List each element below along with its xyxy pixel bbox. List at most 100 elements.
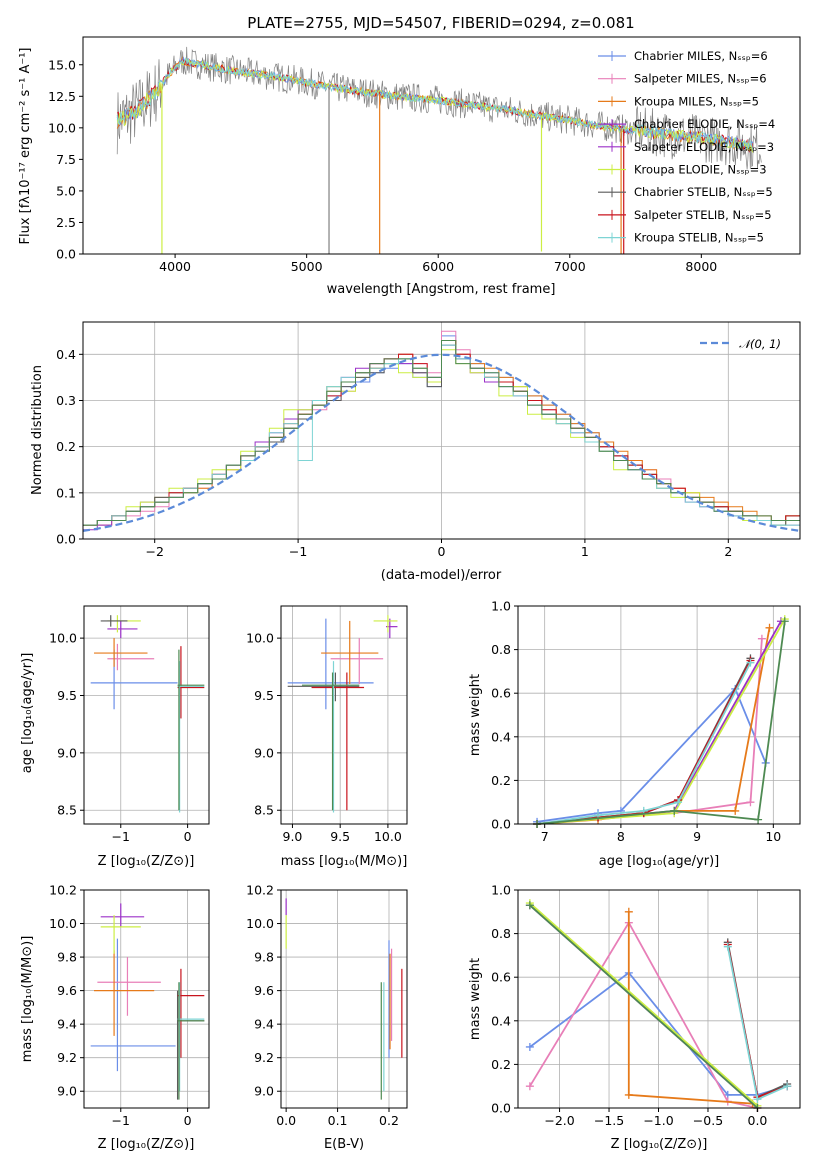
weight-point — [754, 815, 763, 824]
weight-point — [780, 617, 789, 626]
weight-point — [753, 1095, 762, 1104]
weight-line-green — [537, 621, 786, 825]
mass-vs-ebv-xlabel: E(B-V) — [324, 1137, 364, 1152]
weight-point — [765, 623, 774, 632]
weight-point — [670, 806, 679, 815]
weight-point — [746, 658, 755, 667]
y-tick-label: 9.0 — [57, 745, 77, 760]
x-tick-label: −1.0 — [643, 1113, 673, 1128]
weight-point — [525, 1082, 534, 1091]
x-tick-label: 0 — [184, 1113, 192, 1128]
y-tick-label: 0.6 — [491, 970, 511, 985]
weight-point — [525, 1042, 534, 1051]
y-tick-label: 8.5 — [57, 803, 77, 818]
y-tick-label: 9.0 — [254, 745, 274, 760]
x-tick-label: 0.0 — [276, 1113, 296, 1128]
weight-line-kroupa_miles — [537, 627, 771, 825]
x-tick-label: 0.2 — [379, 1113, 399, 1128]
legend-label: Salpeter ELODIE, Nₛₛₚ=3 — [634, 140, 774, 154]
weight-point — [783, 1082, 792, 1091]
y-tick-label: 10.2 — [246, 883, 274, 898]
x-tick-label: −2.0 — [544, 1113, 574, 1128]
mass-vs-z-frame — [83, 889, 210, 1109]
spectrum-model-kroupa_stelib — [116, 56, 754, 151]
legend-label: Salpeter STELIB, Nₛₛₚ=5 — [634, 208, 772, 222]
legend-label: Kroupa STELIB, Nₛₛₚ=5 — [634, 231, 764, 245]
legend-label: Chabrier ELODIE, Nₛₛₚ=4 — [634, 117, 775, 131]
x-tick-label: 0.0 — [748, 1113, 768, 1128]
residuals-xlabel: (data-model)/error — [381, 568, 502, 583]
y-tick-label: 0.4 — [491, 1013, 511, 1028]
y-tick-label: 0.8 — [491, 926, 511, 941]
x-tick-label: −1 — [289, 544, 307, 559]
y-tick-label: 0.2 — [491, 773, 511, 788]
x-tick-label: 10.0 — [374, 829, 402, 844]
weight-point — [757, 634, 766, 643]
y-tick-label: 10.0 — [48, 120, 76, 135]
y-tick-label: 9.2 — [254, 1050, 274, 1065]
weight-point — [731, 806, 740, 815]
spectrum-ylabel: Flux [fλ10⁻¹⁷ erg cm⁻² s⁻¹ A⁻¹] — [18, 48, 33, 245]
age-vs-z-panel: −1 0 8.5 9.0 9.5 10.0 Z [log₁₀(Z/Z⊙)] age [lo… — [20, 605, 210, 869]
legend-label: Kroupa MILES, Nₛₛₚ=5 — [634, 94, 759, 108]
spectrum-title: PLATE=2755, MJD=54507, FIBERID=0294, z=0… — [247, 14, 634, 32]
weight-vs-z-panel: −2.0 −1.5 −1.0 −0.5 0.0 0.0 0.2 0.4 0.6 0.8 1.0 Z … — [468, 883, 801, 1152]
residuals-ylabel: Normed distribution — [30, 365, 45, 495]
weight-point — [723, 942, 732, 951]
y-tick-label: 0.4 — [491, 729, 511, 744]
x-tick-label: −1.5 — [594, 1113, 624, 1128]
x-tick-label: 7000 — [554, 259, 586, 274]
y-tick-label: 0.4 — [56, 347, 76, 362]
y-tick-label: 9.2 — [57, 1050, 77, 1065]
legend-label: Kroupa ELODIE, Nₛₛₚ=3 — [634, 163, 767, 177]
weight-vs-z-xlabel: Z [log₁₀(Z/Z⊙)] — [611, 1137, 708, 1152]
y-tick-label: 10.0 — [246, 631, 274, 646]
y-tick-label: 0.2 — [491, 1057, 511, 1072]
y-tick-label: 0.3 — [56, 393, 76, 408]
x-tick-label: −0.5 — [693, 1113, 723, 1128]
mass-vs-ebv-panel: 0.0 0.1 0.2 9.0 9.2 9.4 9.6 9.8 10.0 10.2 E(B-V) — [246, 883, 408, 1152]
x-tick-label: 9 — [693, 829, 701, 844]
x-tick-label: 0 — [184, 829, 192, 844]
x-tick-label: 6000 — [422, 259, 454, 274]
weight-vs-z-ylabel: mass weight — [468, 958, 483, 1040]
x-tick-label: 5000 — [291, 259, 323, 274]
weight-line-green — [529, 904, 759, 1109]
y-tick-label: 9.5 — [254, 688, 274, 703]
weight-vs-age-xlabel: age [log₁₀(age/yr)] — [599, 854, 720, 869]
y-tick-label: 9.0 — [254, 1084, 274, 1099]
weight-line-salpeter_stelib — [537, 660, 752, 825]
y-tick-label: 15.0 — [48, 57, 76, 72]
y-tick-label: 0.1 — [56, 485, 76, 500]
spectrum-legend: Chabrier MILES, Nₛₛₚ=6 Salpeter MILES, Nₛ… — [598, 49, 775, 245]
weight-vs-age-ylabel: mass weight — [468, 674, 483, 756]
histogram-green — [83, 340, 800, 526]
mass-vs-z-ylabel: mass [log₁₀(M/M⊙)] — [20, 936, 35, 1063]
spectrum-panel: 4000 5000 6000 7000 8000 0.0 2.5 5.0 7.5 10.0 12.5… — [18, 14, 801, 297]
y-tick-label: 1.0 — [491, 599, 511, 614]
weight-line-chabrier_elodie — [537, 620, 782, 825]
legend-label: Chabrier MILES, Nₛₛₚ=6 — [634, 49, 768, 63]
x-tick-label: 9.5 — [330, 829, 350, 844]
legend-label: 𝒩(0, 1) — [739, 337, 781, 351]
y-tick-label: 9.4 — [57, 1017, 77, 1032]
mass-vs-z-panel: −1 0 9.0 9.2 9.4 9.6 9.8 10.0 10.2 Z [log₁₀(Z/Z⊙… — [20, 883, 210, 1152]
age-vs-mass-panel: 9.0 9.5 10.0 8.5 9.0 9.5 10.0 mass [log₁₀(M/M⊙… — [246, 605, 408, 869]
gaussian-curve — [83, 353, 800, 532]
y-tick-label: 7.5 — [56, 152, 76, 167]
y-tick-label: 9.5 — [57, 688, 77, 703]
x-tick-label: 10 — [765, 829, 781, 844]
x-tick-label: 7 — [541, 829, 549, 844]
weight-point — [624, 1090, 633, 1099]
age-vs-mass-xlabel: mass [log₁₀(M/M⊙)] — [281, 854, 408, 869]
y-tick-label: 9.0 — [57, 1084, 77, 1099]
weight-vs-age-frame — [517, 605, 801, 825]
y-tick-label: 0.0 — [491, 817, 511, 832]
x-tick-label: 9.0 — [283, 829, 303, 844]
age-vs-mass-frame — [280, 605, 408, 825]
spectrum-xlabel: wavelength [Angstrom, rest frame] — [327, 282, 556, 297]
y-tick-label: 10.0 — [246, 916, 274, 931]
weight-line-chabrier_stelib — [537, 657, 752, 825]
weight-vs-age-panel: 7 8 9 10 0.0 0.2 0.4 0.6 0.8 1.0 age [log₁₀(age/y… — [468, 599, 801, 869]
